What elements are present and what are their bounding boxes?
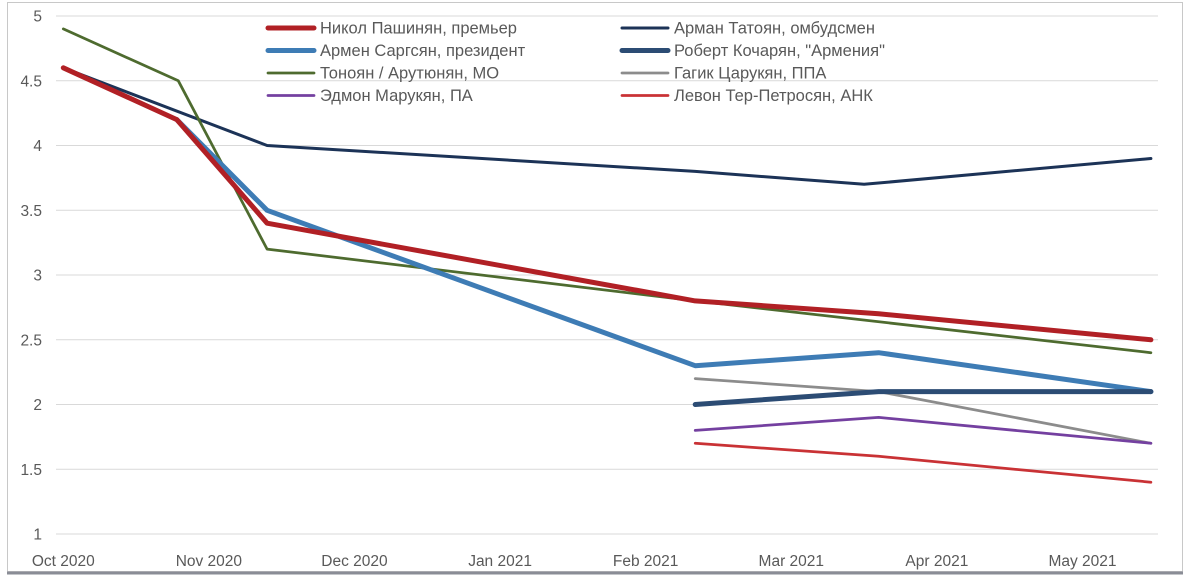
series-line-kocharyan — [692, 389, 1154, 407]
x-tick-label-feb-2021: Feb 2021 — [613, 553, 679, 570]
series-line-ter-petrosyan — [693, 441, 1153, 484]
legend-label-ter-petrosyan: Левон Тер-Петросян, АНК — [674, 87, 873, 105]
x-tick-label-nov-2020: Nov 2020 — [176, 553, 243, 570]
y-tick-label-4.5: 4.5 — [20, 73, 42, 90]
x-tick-label-oct-2020: Oct 2020 — [32, 553, 95, 570]
y-tick-label-1: 1 — [33, 527, 42, 544]
series-line-tsarukyan — [693, 377, 1153, 445]
legend-label-kocharyan: Роберт Кочарян, "Армения" — [674, 42, 885, 60]
series-line-sargsyan — [174, 117, 1154, 395]
series-line-tonoyan-harutyunyan — [61, 27, 1153, 355]
legend-label-tsarukyan: Гагик Царукян, ППА — [674, 65, 826, 83]
y-tick-label-5: 5 — [33, 9, 42, 26]
y-tick-label-2: 2 — [33, 397, 42, 414]
x-tick-label-apr-2021: Apr 2021 — [905, 553, 968, 570]
x-tick-label-dec-2020: Dec 2020 — [321, 553, 388, 570]
series-line-pashinyan — [60, 65, 1154, 343]
chart-border — [7, 2, 1183, 572]
legend-label-tatoyan: Арман Татоян, омбудсмен — [674, 20, 875, 38]
x-tick-label-mar-2021: Mar 2021 — [759, 553, 824, 570]
y-tick-label-3: 3 — [33, 268, 42, 285]
y-tick-label-2.5: 2.5 — [20, 332, 42, 349]
series-line-marukyan — [693, 416, 1153, 445]
x-tick-label-may-2021: May 2021 — [1048, 553, 1116, 570]
legend-label-sargsyan: Армен Саргсян, президент — [320, 42, 526, 60]
x-tick-label-jan-2021: Jan 2021 — [468, 553, 532, 570]
y-tick-label-4: 4 — [33, 138, 42, 155]
legend-label-pashinyan: Никол Пашинян, премьер — [320, 20, 517, 38]
y-tick-label-1.5: 1.5 — [20, 462, 42, 479]
legend-label-tonoyan-harutyunyan: Тоноян / Арутюнян, МО — [320, 65, 499, 83]
y-tick-label-3.5: 3.5 — [20, 203, 42, 220]
legend-label-marukyan: Эдмон Марукян, ПА — [320, 87, 473, 105]
